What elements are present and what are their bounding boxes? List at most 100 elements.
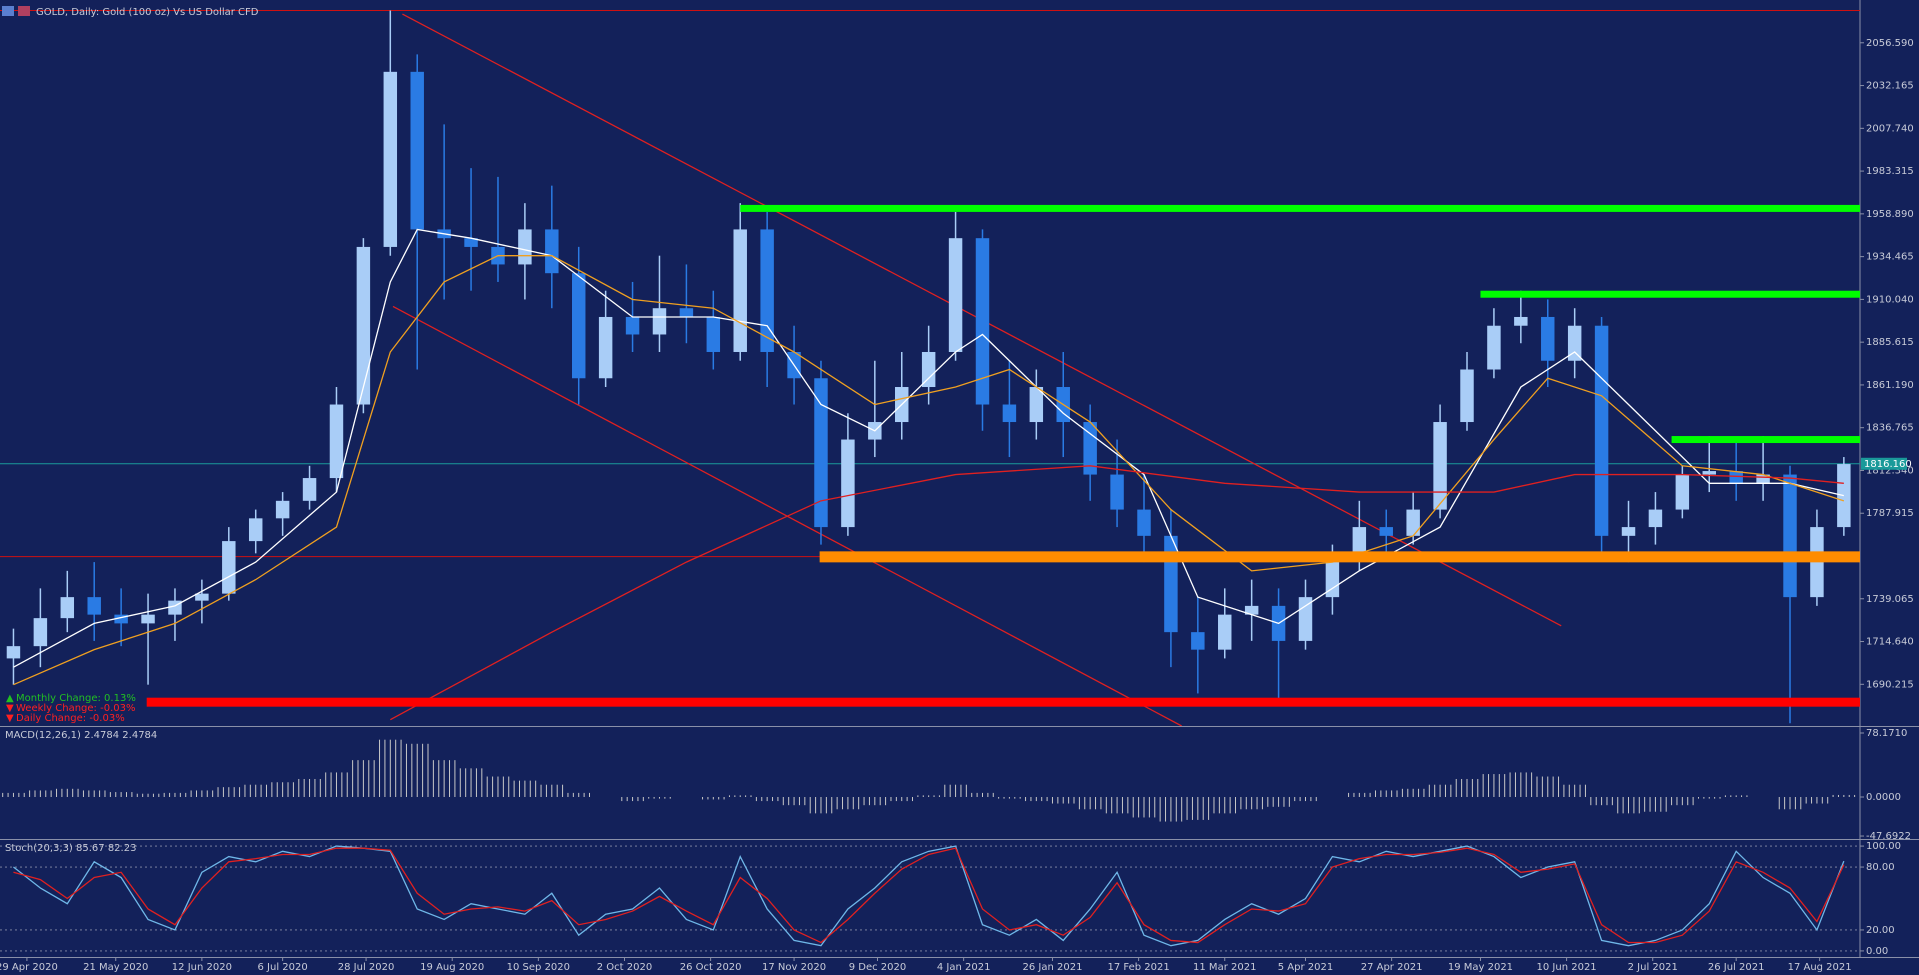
moving-average [389, 465, 1844, 721]
candle-body [814, 378, 828, 528]
y-tick-label: 2007.740 [1866, 123, 1914, 134]
x-tick-label: 26 Jul 2021 [1708, 962, 1765, 973]
moving-average [13, 255, 1845, 686]
candle-body [625, 316, 640, 335]
candle-body [948, 238, 963, 352]
level-band [1671, 436, 1860, 444]
x-tick-label: 9 Dec 2020 [849, 962, 907, 973]
candle-body [1406, 509, 1420, 536]
x-tick-label: 27 Apr 2021 [1361, 962, 1423, 973]
x-tick-label: 17 Nov 2020 [762, 962, 826, 973]
weekly-change: Weekly Change: -0.03% [16, 703, 135, 714]
candle-body [545, 229, 559, 274]
candle-body [1487, 325, 1501, 370]
candle-body [1002, 404, 1017, 423]
candle-body [1541, 316, 1555, 361]
candle-body [1164, 535, 1178, 633]
candle-body [1702, 471, 1716, 475]
y-tick-label: 0.0000 [1866, 792, 1901, 803]
candle-body [1298, 597, 1313, 641]
x-tick-label: 12 Jun 2020 [172, 962, 232, 973]
candle-body [1783, 474, 1797, 598]
price-plot [0, 10, 1860, 726]
candle-body [921, 351, 936, 388]
y-tick-label: 1934.465 [1866, 252, 1914, 263]
candle-body [598, 316, 613, 379]
arrow: ▼ [6, 703, 14, 714]
y-tick-label: 1739.065 [1866, 594, 1914, 605]
candle-body [60, 597, 75, 619]
y-tick-label: -47.6922 [1866, 831, 1911, 842]
moving-average [13, 228, 1844, 668]
candle-body [841, 439, 855, 528]
candle-body [464, 238, 478, 247]
y-tick-label: 1958.890 [1866, 209, 1914, 220]
candle-body [114, 614, 128, 624]
icon [2, 6, 14, 16]
candle-body [1244, 605, 1259, 615]
level-band [740, 204, 1860, 212]
candle-body [1460, 369, 1474, 423]
y-tick-label: 78.1710 [1866, 728, 1907, 739]
x-tick-label: 10 Sep 2020 [507, 962, 570, 973]
x-tick-label: 11 Mar 2021 [1193, 962, 1256, 973]
x-tick-label: 28 Jul 2020 [338, 962, 395, 973]
candle-body [1675, 474, 1690, 510]
stoch-title: Stoch(20,3,3) 85.67 82.23 [5, 843, 136, 854]
x-tick-label: 19 Aug 2020 [420, 962, 484, 973]
daily-change: Daily Change: -0.03% [16, 713, 125, 724]
candle-body [1648, 509, 1663, 528]
candle-body [706, 316, 721, 352]
x-tick-label: 5 Apr 2021 [1278, 962, 1333, 973]
candle-body [975, 238, 990, 405]
y-tick-label: 80.00 [1866, 862, 1895, 873]
y-tick-label: 20.00 [1866, 925, 1895, 936]
candle-body [222, 541, 236, 594]
y-tick-label: 1861.190 [1866, 380, 1914, 391]
y-tick-label: 1885.615 [1866, 337, 1914, 348]
y-tick-label: 1714.640 [1866, 637, 1914, 648]
x-tick-label: 2 Jul 2021 [1628, 962, 1678, 973]
candle-body [1514, 316, 1528, 326]
y-tick-label: 1983.315 [1866, 166, 1914, 177]
price-label: 1816.160 [1864, 459, 1912, 470]
monthly-change: Monthly Change: 0.13% [16, 693, 136, 704]
candle-body [679, 308, 694, 317]
candle-body [383, 71, 398, 247]
x-tick-label: 21 May 2020 [83, 962, 148, 973]
candle-body [1594, 325, 1609, 536]
candle-body [1621, 527, 1636, 536]
candle-body [1110, 474, 1124, 510]
candle-body [1567, 325, 1582, 361]
x-tick-label: 29 Apr 2020 [0, 962, 58, 973]
x-tick-label: 10 Jun 2021 [1537, 962, 1597, 973]
level-band [1480, 290, 1860, 298]
y-tick-label: 2032.165 [1866, 81, 1914, 92]
candle-body [195, 593, 209, 601]
x-tick-label: 26 Oct 2020 [680, 962, 742, 973]
y-tick-label: 1787.915 [1866, 508, 1914, 519]
x-tick-label: 6 Jul 2020 [258, 962, 308, 973]
y-tick-label: 2056.590 [1866, 38, 1914, 49]
candle-body [733, 229, 747, 352]
y-tick-label: 100.00 [1866, 841, 1901, 852]
candle-body [410, 71, 424, 230]
candle-body [1191, 632, 1205, 650]
y-tick-label: 1836.765 [1866, 423, 1914, 434]
x-tick-label: 17 Aug 2021 [1788, 962, 1852, 973]
macd-title: MACD(12,26,1) 2.4784 2.4784 [5, 730, 157, 741]
x-tick-label: 17 Feb 2021 [1107, 962, 1169, 973]
chart-title: GOLD, Daily: Gold (100 oz) Vs US Dollar … [36, 7, 259, 18]
y-tick-label: 1812.340 [1866, 465, 1914, 476]
candle-body [571, 273, 586, 379]
y-tick-label: 1910.040 [1866, 294, 1914, 305]
candle-body [302, 478, 317, 501]
candle-body [1029, 387, 1044, 423]
x-tick-label: 4 Jan 2021 [937, 962, 991, 973]
candle-body [141, 614, 155, 624]
level-band [819, 551, 1860, 563]
chart-layer: 2056.590 2032.165 2007.740 1983.315 1958.890… [0, 10, 1914, 973]
candle-body [87, 597, 101, 615]
